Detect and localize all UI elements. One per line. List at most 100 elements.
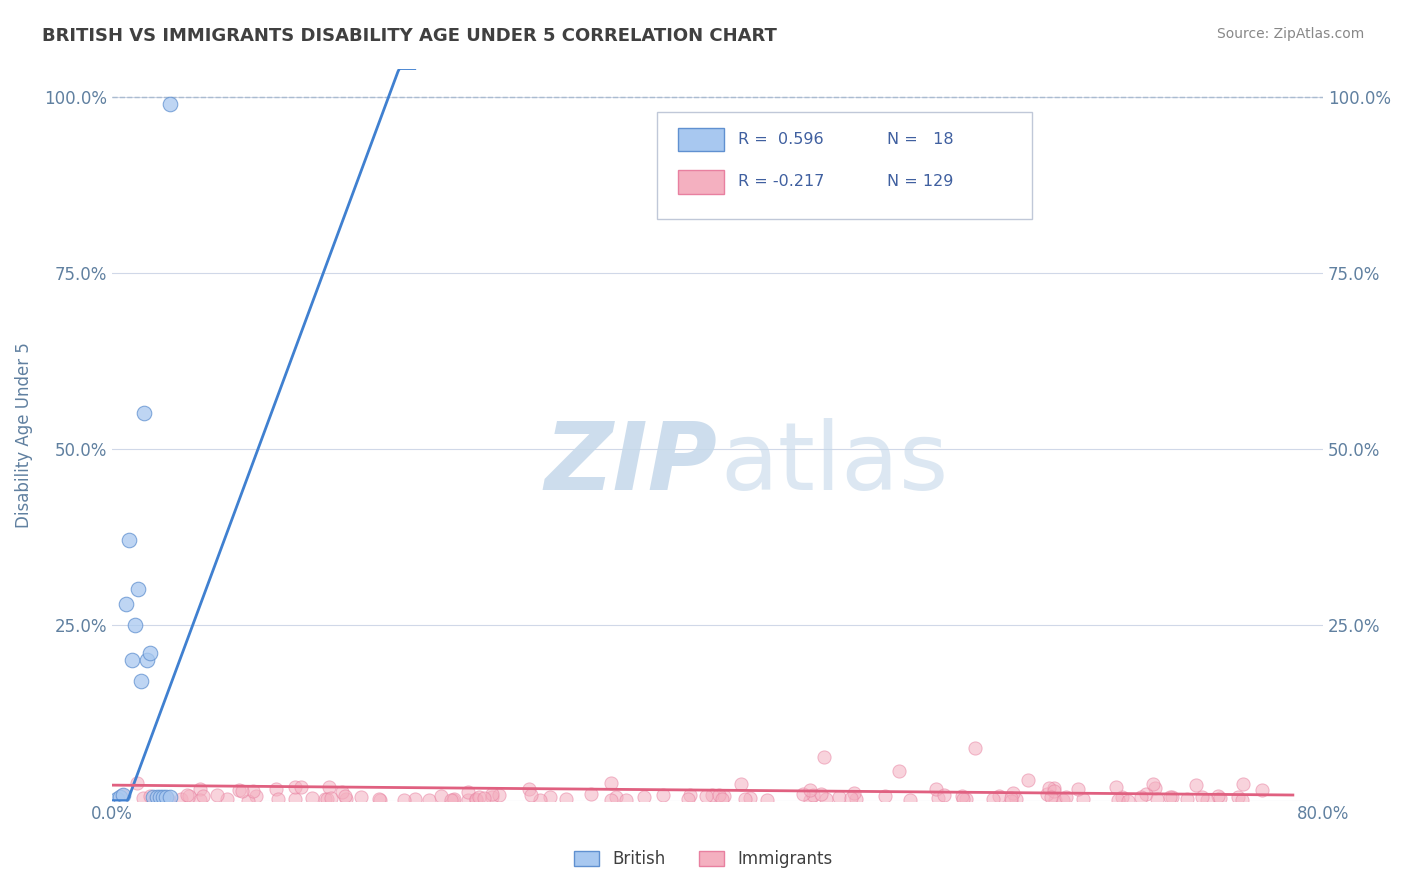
Point — [429, 789, 451, 803]
Point — [242, 784, 264, 798]
Point — [264, 781, 287, 796]
Point — [678, 792, 700, 806]
FancyBboxPatch shape — [678, 170, 724, 194]
Point — [981, 792, 1004, 806]
Point — [950, 789, 973, 803]
Point — [538, 790, 561, 805]
Point — [1116, 793, 1139, 807]
Text: BRITISH VS IMMIGRANTS DISABILITY AGE UNDER 5 CORRELATION CHART: BRITISH VS IMMIGRANTS DISABILITY AGE UND… — [42, 27, 778, 45]
Point — [443, 792, 465, 806]
Text: R = -0.217: R = -0.217 — [738, 175, 824, 189]
FancyBboxPatch shape — [657, 112, 1032, 219]
Point — [952, 792, 974, 806]
Point — [605, 790, 627, 805]
Point — [927, 791, 949, 805]
Y-axis label: Disability Age Under 5: Disability Age Under 5 — [15, 342, 32, 527]
Point — [245, 789, 267, 804]
Point — [441, 793, 464, 807]
Text: atlas: atlas — [720, 417, 948, 510]
Point — [127, 582, 149, 597]
Point — [155, 789, 177, 804]
Point — [1130, 790, 1153, 805]
Point — [600, 776, 623, 790]
Point — [633, 790, 655, 805]
Point — [955, 792, 977, 806]
Point — [110, 788, 132, 802]
Point — [318, 780, 340, 794]
Point — [108, 793, 131, 807]
Point — [520, 789, 543, 803]
Point — [1043, 793, 1066, 807]
Point — [124, 617, 146, 632]
Point — [121, 653, 143, 667]
Point — [330, 785, 353, 799]
Point — [301, 791, 323, 805]
Point — [988, 789, 1011, 804]
Point — [111, 788, 134, 802]
Point — [814, 792, 837, 806]
Point — [1185, 779, 1208, 793]
Point — [839, 791, 862, 805]
Point — [290, 780, 312, 794]
Point — [1251, 783, 1274, 797]
Point — [457, 793, 479, 807]
Point — [845, 791, 868, 805]
Point — [142, 790, 165, 805]
Point — [1209, 791, 1232, 805]
Point — [599, 793, 621, 807]
Text: N =   18: N = 18 — [887, 132, 953, 147]
Point — [1043, 781, 1066, 796]
Point — [898, 792, 921, 806]
Point — [228, 782, 250, 797]
Point — [191, 789, 214, 803]
Point — [105, 791, 128, 805]
Point — [1206, 789, 1229, 803]
Point — [873, 789, 896, 803]
Point — [1005, 791, 1028, 805]
Point — [135, 653, 157, 667]
Point — [1159, 790, 1181, 805]
Point — [1017, 772, 1039, 787]
Point — [963, 740, 986, 755]
Point — [139, 789, 162, 803]
Point — [333, 789, 356, 803]
Point — [1146, 792, 1168, 806]
Point — [1001, 786, 1024, 800]
Point — [465, 792, 488, 806]
Point — [127, 776, 149, 790]
Point — [152, 790, 174, 805]
Point — [801, 788, 824, 802]
Text: Source: ZipAtlas.com: Source: ZipAtlas.com — [1216, 27, 1364, 41]
Point — [472, 791, 495, 805]
Point — [117, 533, 139, 548]
Point — [129, 673, 152, 688]
Point — [139, 646, 162, 660]
Point — [707, 788, 730, 802]
Point — [844, 786, 866, 800]
Point — [652, 789, 675, 803]
Point — [614, 793, 637, 807]
Point — [205, 789, 228, 803]
Point — [159, 790, 181, 805]
Point — [1000, 794, 1022, 808]
Point — [142, 793, 165, 807]
Point — [188, 782, 211, 797]
Point — [529, 793, 551, 807]
Point — [713, 789, 735, 803]
Point — [695, 789, 717, 804]
Point — [1191, 790, 1213, 805]
Point — [711, 792, 734, 806]
Point — [1107, 793, 1129, 807]
Point — [464, 792, 486, 806]
Point — [284, 780, 307, 794]
Point — [1142, 777, 1164, 791]
Point — [1232, 793, 1254, 807]
Point — [284, 791, 307, 805]
Point — [1038, 780, 1060, 795]
Point — [156, 792, 179, 806]
Point — [1197, 793, 1219, 807]
Point — [316, 792, 339, 806]
Point — [188, 793, 211, 807]
Point — [738, 791, 761, 805]
Point — [1042, 784, 1064, 798]
